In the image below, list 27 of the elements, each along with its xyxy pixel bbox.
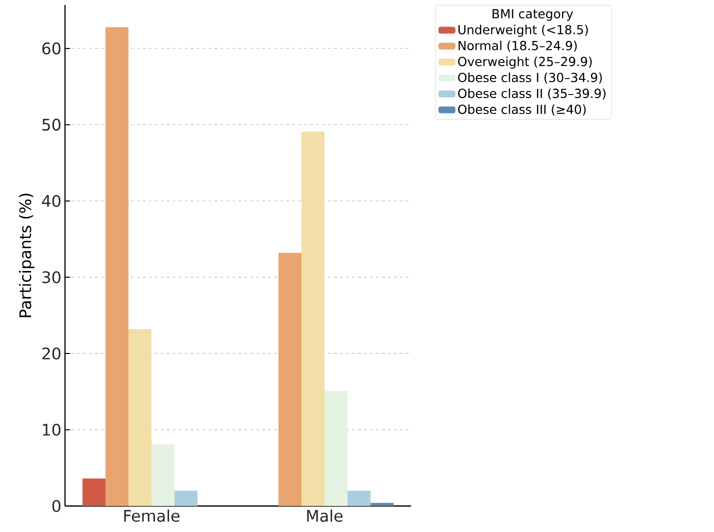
legend-label: Overweight (25–29.9): [458, 56, 592, 69]
bar: [370, 502, 394, 506]
x-tick-label: Male: [307, 510, 343, 522]
legend-label: Obese class III (≥40): [458, 104, 586, 116]
y-tick-label: 40: [42, 194, 60, 207]
y-tick-label: 60: [42, 42, 60, 54]
legend-title: BMI category: [492, 9, 574, 21]
bar: [152, 444, 175, 506]
legend-label: Underweight (<18.5): [458, 24, 588, 37]
bar: [324, 390, 348, 506]
y-tick-label: 30: [42, 271, 60, 284]
bar: [82, 478, 106, 506]
y-tick-label: 20: [42, 347, 60, 360]
x-tick-label: Female: [124, 510, 180, 522]
legend-label: Obese class I (30–34.9): [458, 72, 602, 84]
y-tick-label: 10: [42, 424, 60, 436]
bar: [348, 490, 371, 506]
bar: [106, 27, 129, 506]
legend-label: Normal (18.5–24.9): [458, 40, 577, 52]
bar: [174, 490, 198, 506]
bar: [128, 329, 152, 506]
legend-label: Obese class II (35–39.9): [458, 88, 606, 100]
y-axis-title: Participants (%): [18, 194, 34, 318]
y-tick-label: 0: [52, 500, 60, 512]
bar: [302, 132, 325, 506]
bar: [278, 252, 302, 506]
y-tick-label: 50: [42, 118, 60, 131]
